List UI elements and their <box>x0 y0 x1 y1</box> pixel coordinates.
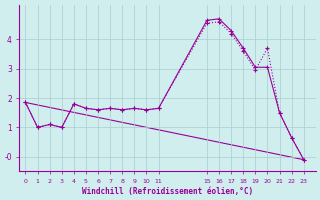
X-axis label: Windchill (Refroidissement éolien,°C): Windchill (Refroidissement éolien,°C) <box>82 187 253 196</box>
